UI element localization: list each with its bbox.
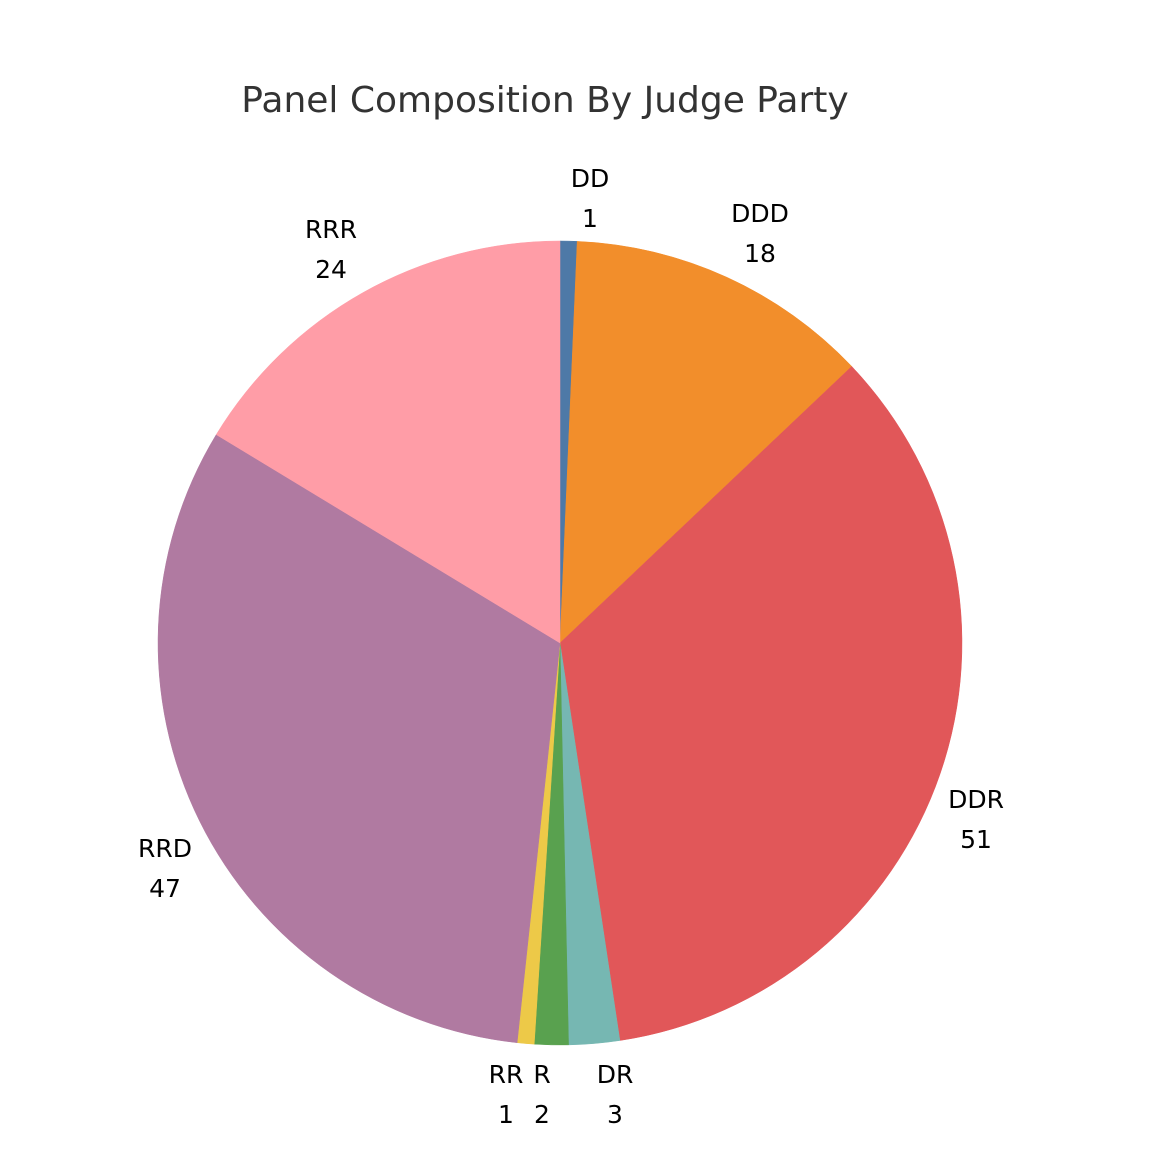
- pie-slices: [157, 240, 963, 1046]
- pie-slice-ddd[interactable]: [559, 241, 853, 644]
- slice-label-name: RRD: [138, 834, 192, 863]
- slice-label-name: DR: [597, 1060, 634, 1089]
- slice-label-value: 1: [498, 1100, 514, 1129]
- slice-label-value: 3: [607, 1100, 623, 1129]
- slice-label-value: 18: [744, 239, 776, 268]
- pie-slice-rrd[interactable]: [157, 434, 561, 1043]
- chart-title: Panel Composition By Judge Party: [241, 80, 849, 121]
- slice-label-name: RR: [489, 1060, 524, 1089]
- slice-label-name: DDR: [948, 785, 1004, 814]
- pie-slice-ddr[interactable]: [559, 366, 963, 1041]
- slice-label-value: 51: [960, 825, 992, 854]
- slice-label-value: 24: [315, 255, 347, 284]
- slice-labels: DD 1 DDD 18 DDR 51 DR 3 R 2 RR 1 RRD 47 RRR 24: [138, 164, 1004, 1129]
- slice-label-name: DDD: [731, 199, 789, 228]
- slice-label-name: RRR: [305, 215, 357, 244]
- slice-label-name: DD: [571, 164, 610, 193]
- slice-label-name: R: [533, 1060, 550, 1089]
- slice-label-value: 47: [149, 874, 181, 903]
- slice-label-value: 1: [582, 204, 598, 233]
- slice-label-value: 2: [534, 1100, 550, 1129]
- pie-slice-rrr[interactable]: [215, 240, 561, 644]
